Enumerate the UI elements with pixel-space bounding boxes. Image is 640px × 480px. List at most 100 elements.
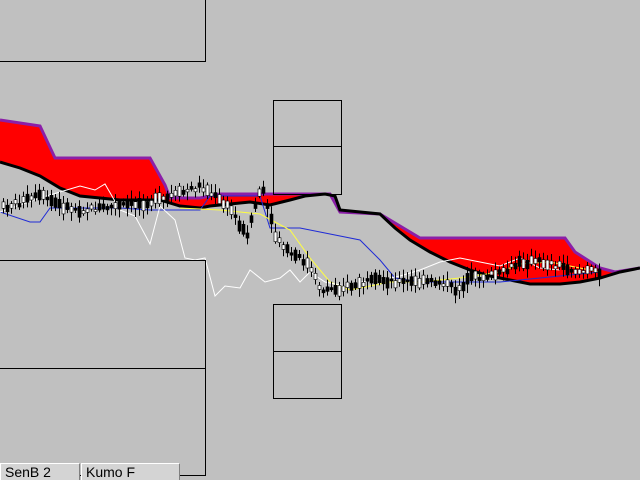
kumo-bear-segment <box>94 158 96 198</box>
candle-body <box>5 204 10 213</box>
candle-body <box>533 258 538 264</box>
kumo-bear-segment <box>84 158 86 197</box>
kumo-bear-segment <box>602 268 604 278</box>
kumo-bear-segment <box>140 158 142 200</box>
candle-body <box>1 201 6 209</box>
kumo-bear-segment <box>32 124 34 174</box>
candle-body <box>445 279 450 287</box>
candle-body <box>437 280 442 285</box>
candle-body <box>333 284 338 295</box>
candle-body <box>45 196 50 201</box>
candle-body <box>545 259 550 271</box>
senkou-a-line <box>0 160 640 286</box>
candle-body <box>157 192 162 204</box>
candle-body <box>529 255 534 265</box>
kumo-bear-segment <box>54 155 56 186</box>
kumo-bear-segment <box>86 158 88 197</box>
kumo-bear-segment <box>450 238 452 263</box>
tab-senb-2[interactable]: SenB 2 <box>0 463 80 480</box>
candle-body <box>33 192 38 199</box>
kumo-bear-segment <box>134 158 136 200</box>
candle-body <box>537 257 542 263</box>
kumo-bear-segment <box>184 198 186 207</box>
candle-body <box>113 202 118 209</box>
kumo-bear-segment <box>274 194 276 204</box>
candle-body <box>241 223 246 235</box>
candle-body <box>197 182 202 188</box>
kumo-bear-segment <box>52 151 54 185</box>
kumo-bear-segment <box>280 194 282 203</box>
candle-body <box>397 278 402 283</box>
candle-body <box>177 185 182 197</box>
kumo-bear-segment <box>454 238 456 265</box>
candle-body <box>57 198 62 209</box>
kumo-bear-segment <box>82 158 84 197</box>
panel-top-left <box>0 0 206 62</box>
candle-body <box>585 265 590 275</box>
candle-body <box>373 272 378 285</box>
candle-body <box>137 197 142 209</box>
kumo-bear-segment <box>132 158 134 200</box>
candle-body <box>469 269 474 282</box>
kumo-bear-segment <box>34 125 36 175</box>
kumo-bear-segment <box>196 198 198 208</box>
kumo-bear-segment <box>212 195 214 206</box>
candle-body <box>593 267 598 273</box>
kumo-bear-segment <box>36 125 38 176</box>
kumo-bear-segment <box>270 194 272 205</box>
kumo-bear-segment <box>476 238 478 273</box>
kumo-bear-segment <box>120 158 122 200</box>
candle-body <box>269 213 274 225</box>
candle-body <box>393 280 398 289</box>
kumo-bear-segment <box>150 158 152 200</box>
candle-body <box>369 274 374 284</box>
kumo-bear-segment <box>272 194 274 205</box>
kumo-bear-segment <box>282 194 284 202</box>
candle-body <box>85 208 90 213</box>
candle-body <box>101 203 106 210</box>
kumo-bear-segment <box>488 238 490 276</box>
candle-body <box>61 202 66 215</box>
candle-body <box>97 203 102 211</box>
tab-kumo-f[interactable]: Kumo F <box>81 463 180 480</box>
kumo-bear-segment <box>182 198 184 207</box>
kumo-bear-segment <box>148 158 150 200</box>
kumo-bear-segment <box>572 247 574 283</box>
candle-body <box>277 237 282 243</box>
candle-body <box>577 269 582 275</box>
kumo-bear-segment <box>110 158 112 200</box>
candle-body <box>521 258 526 269</box>
kumo-bear-segment <box>152 161 154 200</box>
candle-body <box>229 205 234 215</box>
kumo-bear-segment <box>492 238 494 277</box>
candle-body <box>73 207 78 211</box>
candle-body <box>25 193 30 203</box>
candle-body <box>253 203 258 209</box>
candle-body <box>181 189 186 195</box>
kumo-bear-segment <box>46 138 48 181</box>
kumo-bear-segment <box>458 238 460 266</box>
kumo-bear-segment <box>516 238 518 282</box>
candle-body <box>389 278 394 282</box>
candle-body <box>357 277 362 289</box>
candle-body <box>89 204 94 210</box>
kumo-bear-segment <box>44 134 46 180</box>
candle-body <box>317 285 322 290</box>
kumo-bear-segment <box>188 198 190 207</box>
kumo-bear-segment <box>40 126 42 178</box>
kumo-bear-segment <box>114 158 116 200</box>
candle-body <box>489 270 494 276</box>
candle-body <box>401 277 406 284</box>
kumo-bear-segment <box>264 194 266 205</box>
kumo-bear-segment <box>122 158 124 200</box>
kumo-bear-segment <box>104 158 106 199</box>
kumo-bear-segment <box>90 158 92 198</box>
kumo-bear-segment <box>42 130 44 179</box>
candle-body <box>549 260 554 265</box>
kumo-bear-segment <box>446 238 448 261</box>
kumo-bear-segment <box>112 158 114 200</box>
kumo-bear-segment <box>452 238 454 264</box>
candle-body <box>381 277 386 285</box>
kumo-bear-segment <box>480 238 482 274</box>
